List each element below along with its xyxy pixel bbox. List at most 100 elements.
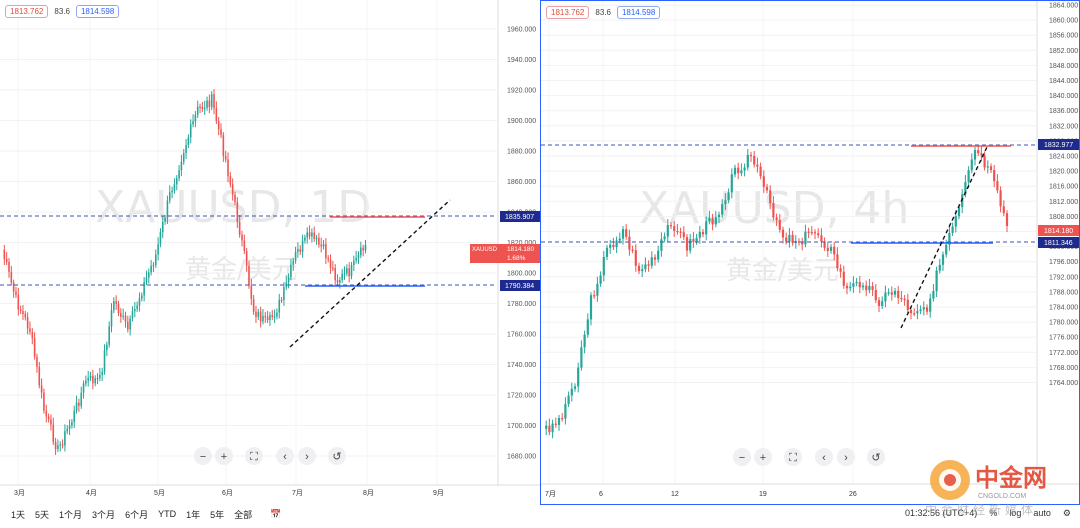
chart-control-button[interactable] [276, 447, 294, 465]
chart-control-button[interactable] [815, 448, 833, 466]
candle [813, 232, 817, 234]
candle [714, 217, 717, 225]
timeframe-button[interactable]: 1年 [186, 509, 201, 520]
symbol-label: XAUUSD [472, 247, 498, 253]
chart-control-button[interactable] [245, 447, 263, 465]
candle [781, 229, 785, 238]
candle [353, 260, 355, 265]
settings-icon[interactable]: ⚙ [1062, 508, 1071, 518]
buy-price-box[interactable]: 1814.598 [75, 5, 120, 18]
log-toggle[interactable]: log [1009, 508, 1022, 518]
candle [570, 388, 573, 396]
candle [993, 170, 996, 182]
candle [938, 264, 941, 271]
change-percent-label: 1.68% [507, 255, 526, 262]
candle [120, 313, 122, 317]
daily-chart-canvas[interactable]: XAUUSD, 1D 黄金/美元 1960.0001940.0001920.00… [0, 0, 540, 528]
chart-panel-4h[interactable]: 1813.762 83.6 1814.598 XAUUSD, 4h 黄金/美元 … [540, 0, 1080, 505]
chart-control-button[interactable] [867, 448, 885, 466]
candle [278, 299, 281, 313]
candle [644, 264, 647, 270]
price-tick-label: 1864.000 [1049, 3, 1078, 10]
candle [807, 231, 810, 233]
candle [315, 237, 318, 240]
price-tick-label: 1880.000 [507, 149, 536, 156]
timeframe-button[interactable]: 5天 [35, 509, 50, 520]
percent-toggle[interactable]: % [989, 508, 998, 518]
timeframe-button[interactable]: 5年 [210, 509, 225, 520]
candle [909, 309, 913, 314]
timeframe-button[interactable]: YTD [158, 509, 177, 519]
time-axis[interactable]: 7月 6 12 19 26 [545, 490, 857, 498]
candle [951, 226, 954, 233]
candle [357, 255, 360, 258]
time-display[interactable]: 01:32:56 (UTC+4) [905, 508, 978, 518]
candle [874, 289, 877, 301]
price-tick-label: 1816.000 [1049, 184, 1078, 191]
chart-control-button[interactable] [298, 447, 316, 465]
candle [364, 245, 367, 251]
current-price-label: 1814.180 [1044, 228, 1073, 235]
sell-price-box[interactable]: 1813.762 [5, 5, 49, 18]
4h-chart-canvas[interactable]: XAUUSD, 4h 黄金/美元 1864.0001860.0001856.00… [541, 1, 1080, 505]
chart-control-button[interactable] [328, 447, 346, 465]
candle [157, 244, 159, 255]
chart-control-button[interactable] [784, 448, 802, 466]
trend-line[interactable] [900, 144, 989, 329]
candle [332, 267, 334, 270]
candle [257, 311, 260, 317]
price-axis[interactable]: 1864.000 1860.000 1856.000 1852.000 1848.000… [1049, 3, 1078, 388]
price-axis[interactable]: 1960.000 1940.000 1920.000 1900.000 1880.000… [507, 27, 536, 461]
buy-price-box[interactable]: 1814.598 [616, 6, 661, 19]
candle [887, 292, 890, 294]
candle [788, 234, 791, 242]
timeframe-button[interactable]: 1天 [11, 509, 26, 520]
candle [682, 232, 685, 238]
candle [545, 425, 548, 429]
chart-control-button[interactable] [733, 448, 751, 466]
timeframe-button[interactable]: 全部 [234, 509, 253, 520]
candle [573, 386, 577, 389]
candle [15, 291, 17, 295]
chart-control-icon: − [200, 451, 206, 463]
timeframe-button[interactable]: 1个月 [59, 509, 83, 520]
watermark-subtitle: 黄金/美元 [726, 256, 839, 286]
candle [890, 292, 893, 295]
timeframe-button[interactable]: 6个月 [125, 509, 149, 520]
calendar-icon[interactable]: 📅 [270, 508, 282, 519]
chart-control-button[interactable] [754, 448, 772, 466]
chart-panel-daily[interactable]: 1813.762 83.6 1814.598 XAUUSD, 1D 黄金/美元 … [0, 0, 540, 528]
candle [765, 186, 769, 191]
chart-control-button[interactable] [215, 447, 233, 465]
candle [224, 155, 227, 160]
candle [583, 334, 586, 348]
time-axis[interactable]: 3月 4月 5月 6月 7月 8月 9月 [14, 489, 444, 497]
candle [823, 241, 826, 248]
chart-control-button[interactable] [837, 448, 855, 466]
candle [301, 240, 304, 252]
price-tick-label: 1848.000 [1049, 63, 1078, 70]
trend-line[interactable] [289, 199, 451, 348]
chart-control-button[interactable] [194, 447, 212, 465]
candle [243, 240, 246, 251]
candle [82, 383, 85, 393]
candle [294, 251, 297, 261]
candle [336, 280, 339, 283]
candle [919, 309, 922, 312]
candle [631, 249, 634, 251]
candle [701, 231, 705, 235]
auto-toggle[interactable]: auto [1033, 508, 1051, 518]
candle [647, 264, 650, 266]
candle [122, 315, 124, 317]
candle [245, 250, 248, 266]
candle [318, 237, 320, 245]
candle [673, 226, 676, 231]
timeframe-button[interactable]: 3个月 [92, 509, 116, 520]
time-tick-label: 26 [849, 491, 857, 498]
candle [71, 422, 73, 426]
time-tick-label: 7月 [545, 490, 556, 498]
sell-price-box[interactable]: 1813.762 [546, 6, 590, 19]
price-tick-label: 1800.000 [507, 271, 536, 278]
candle [580, 347, 583, 368]
price-tick-label: 1776.000 [1049, 335, 1078, 342]
